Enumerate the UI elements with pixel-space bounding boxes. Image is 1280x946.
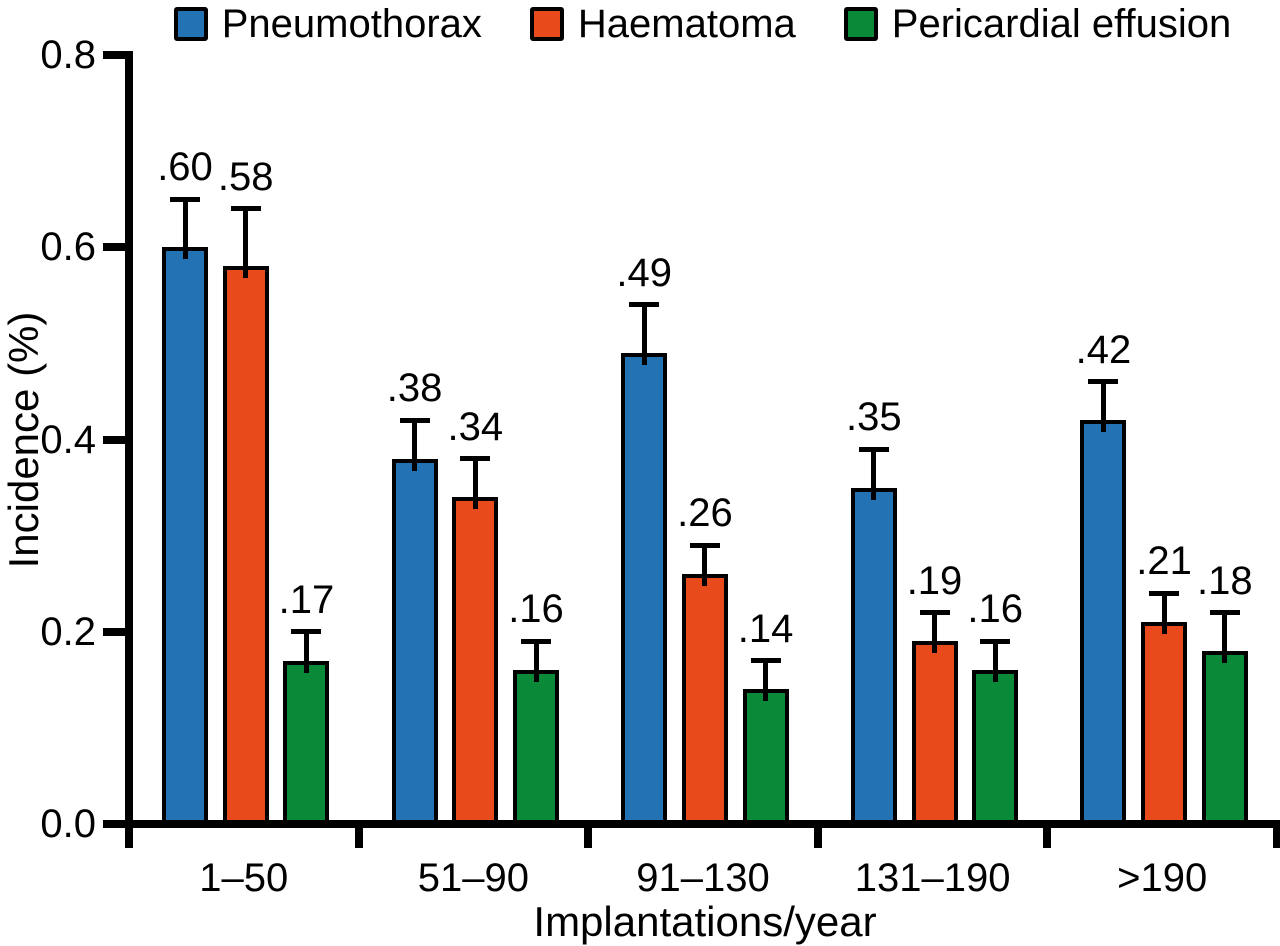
error-bar-cap [1209,610,1240,616]
legend-label: Pericardial effusion [891,2,1232,46]
error-bar-line [472,458,478,510]
error-bar-line [1222,612,1228,663]
y-axis-tick [103,435,125,444]
bar-value-label: .58 [217,154,274,199]
error-bar-cap [689,542,720,548]
error-bar-line [303,631,309,673]
bar-value-label: .18 [1196,558,1253,603]
y-axis-tick [103,820,125,828]
bar-pericardial-effusion [972,670,1019,828]
x-axis-category-label: 51–90 [417,856,530,900]
error-bar-line [182,199,188,260]
y-axis-line [125,51,133,828]
x-axis-tick [1273,828,1280,848]
y-axis-tick [103,243,125,252]
x-axis-tick [584,828,593,848]
bar-pneumothorax [1080,420,1127,828]
x-axis-category-label: 91–130 [636,856,770,900]
error-bar-cap [460,456,491,462]
bar-haematoma [452,497,499,828]
y-axis-tick-label: 0.6 [40,225,96,270]
bar-pericardial-effusion [513,670,559,828]
y-axis-tick-label: 0.2 [40,609,96,654]
x-axis-tick [125,828,133,848]
legend-swatch-icon [843,7,878,41]
bar-value-label: .34 [447,404,504,449]
y-axis-tick-label: 0.0 [40,802,96,846]
error-bar-cap [291,629,322,635]
bar-value-label: .49 [616,250,672,295]
x-axis-tick [813,828,822,848]
chart-legend: Pneumothorax Haematoma Pericardial effusio… [125,0,1280,48]
legend-label: Pneumothorax [221,2,482,46]
error-bar-cap [980,638,1011,644]
error-bar-cap [629,302,660,308]
bar-value-label: .42 [1075,327,1132,372]
x-axis-title: Implantations/year [533,898,877,945]
bar-pneumothorax [850,487,897,828]
bar-value-label: .14 [737,606,794,651]
bar-pericardial-effusion [283,660,330,828]
x-axis-tick [354,828,363,848]
bar-value-label: .35 [845,395,902,440]
error-bar-cap [858,446,889,452]
bar-value-label: .17 [278,577,335,622]
bar-value-label: .19 [906,558,963,603]
legend-item-1: Pneumothorax [173,2,482,46]
error-bar-line [992,641,998,683]
x-axis-category-label: 131–190 [854,856,1011,900]
error-bar-cap [919,610,950,616]
error-bar-cap [521,638,551,644]
error-bar-line [1161,593,1167,635]
bar-pneumothorax [621,352,668,828]
bar-value-label: .21 [1136,539,1192,584]
error-bar-line [533,641,539,683]
y-axis-tick [103,627,125,636]
legend-label: Haematoma [577,2,796,46]
bar-haematoma [222,266,269,828]
error-bar-cap [750,658,781,664]
error-bar-line [932,612,937,654]
error-bar-cap [1149,590,1180,596]
bar-pneumothorax [162,247,208,828]
y-axis-tick-label: 0.8 [40,33,96,77]
error-bar-cap [170,196,200,202]
x-axis-tick [1043,828,1052,848]
legend-item-3: Pericardial effusion [843,2,1232,46]
error-bar-line [243,208,249,279]
bar-pericardial-effusion [742,689,789,828]
bar-value-label: .26 [677,491,733,536]
legend-swatch-icon [173,7,208,41]
y-axis-tick-label: 0.4 [40,417,96,462]
y-axis-tick [103,51,125,59]
x-axis-category-label: >190 [1117,856,1208,900]
bar-pericardial-effusion [1201,650,1248,828]
error-bar-line [412,420,418,471]
bar-haematoma [1141,622,1188,828]
x-axis-category-label: 1–50 [199,856,289,900]
error-bar-cap [1088,379,1119,385]
error-bar-line [641,304,647,365]
error-bar-cap [230,206,261,212]
legend-swatch-icon [529,7,564,41]
bar-haematoma [681,574,728,828]
legend-item-2: Haematoma [529,2,796,46]
error-bar-line [763,660,769,702]
error-bar-line [1100,381,1106,433]
bar-haematoma [911,641,958,828]
bar-value-label: .16 [508,587,564,632]
error-bar-line [702,545,708,587]
bar-value-label: .38 [386,366,443,411]
bar-pneumothorax [391,458,438,828]
x-axis-line [125,820,1280,828]
error-bar-cap [399,417,430,423]
bar-value-label: .16 [967,587,1023,632]
bar-value-label: .60 [157,145,213,190]
error-bar-line [871,449,877,500]
